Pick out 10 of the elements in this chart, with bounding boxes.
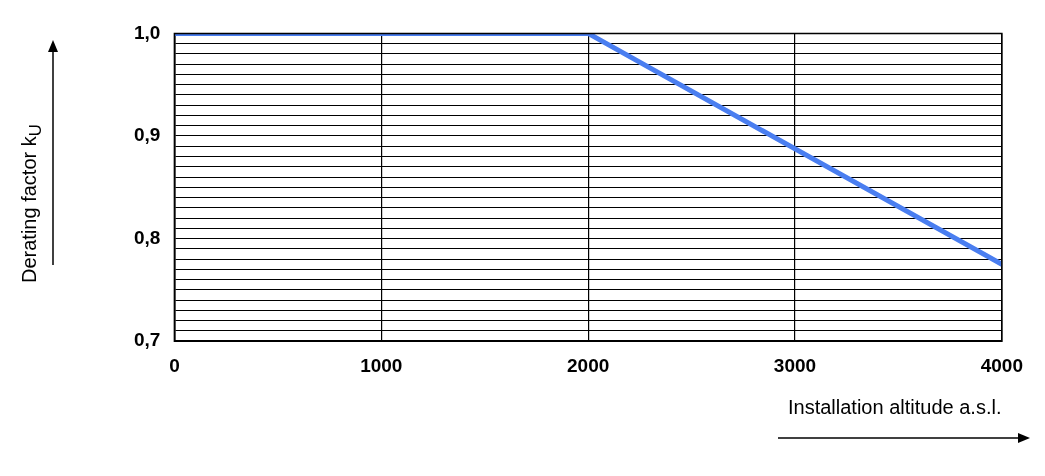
x-tick-label: 2000 [567,354,610,376]
x-axis-title: Installation altitude a.s.l. [788,396,1002,419]
x-tick-label: 1000 [360,354,403,376]
y-tick-label: 0,8 [133,226,161,248]
y-tick-label: 0,7 [133,329,161,351]
x-tick-label: 3000 [773,354,817,376]
x-tick-label: 4000 [980,354,1024,376]
x-tick-label: 0 [169,354,180,376]
y-tick-label: 0,9 [133,124,161,146]
y-tick-label: 1,0 [133,21,161,43]
